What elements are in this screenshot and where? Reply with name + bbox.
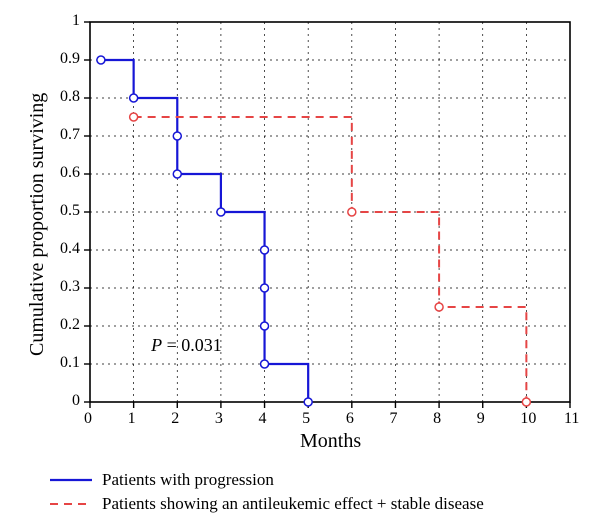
- x-tick-label: 11: [564, 410, 579, 428]
- x-tick-label: 3: [215, 410, 223, 428]
- y-tick-label: 0.2: [50, 316, 80, 334]
- y-tick-label: 1: [50, 12, 80, 30]
- legend-swatch-icon: [50, 471, 92, 489]
- x-tick-label: 10: [520, 410, 536, 428]
- legend-label: Patients showing an antileukemic effect …: [102, 494, 484, 514]
- y-tick-label: 0.6: [50, 164, 80, 182]
- x-tick-label: 1: [128, 410, 136, 428]
- y-axis-label: Cumulative proportion surviving: [26, 93, 49, 356]
- x-tick-label: 6: [346, 410, 354, 428]
- y-tick-label: 0.8: [50, 88, 80, 106]
- p-value-annotation: P = 0.031: [151, 335, 222, 356]
- y-tick-label: 0.3: [50, 278, 80, 296]
- legend-label: Patients with progression: [102, 470, 274, 490]
- x-tick-label: 0: [84, 410, 92, 428]
- x-tick-label: 7: [389, 410, 397, 428]
- legend: Patients with progression Patients showin…: [50, 470, 484, 518]
- y-tick-label: 0: [50, 392, 80, 410]
- x-tick-label: 4: [259, 410, 267, 428]
- x-tick-label: 9: [477, 410, 485, 428]
- x-tick-label: 5: [302, 410, 310, 428]
- legend-item: Patients showing an antileukemic effect …: [50, 494, 484, 514]
- y-tick-label: 0.9: [50, 50, 80, 68]
- x-tick-label: 8: [433, 410, 441, 428]
- legend-item: Patients with progression: [50, 470, 484, 490]
- x-tick-label: 2: [171, 410, 179, 428]
- x-axis-label: Months: [300, 430, 361, 453]
- y-tick-label: 0.4: [50, 240, 80, 258]
- y-tick-label: 0.5: [50, 202, 80, 220]
- y-tick-label: 0.1: [50, 354, 80, 372]
- figure: Cumulative proportion surviving Months 0…: [0, 0, 600, 528]
- y-tick-label: 0.7: [50, 126, 80, 144]
- legend-swatch-icon: [50, 495, 92, 513]
